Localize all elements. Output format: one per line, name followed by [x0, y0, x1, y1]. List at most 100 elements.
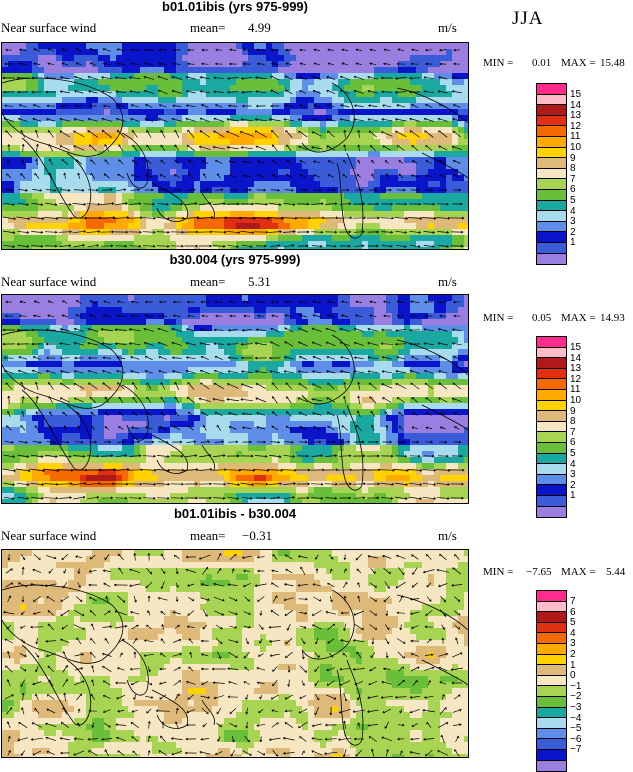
panel-3-variable: Near surface wind — [1, 528, 96, 544]
panel-3-mean-value: −0.31 — [242, 528, 272, 544]
colorbar-swatch — [537, 137, 566, 148]
panel-3-colorbar — [536, 590, 567, 772]
colorbar-swatch — [537, 411, 566, 422]
colorbar-swatch — [537, 686, 566, 697]
panel-3-units: m/s — [438, 528, 457, 544]
colorbar-swatch — [537, 761, 566, 772]
colorbar-tick-label: 15 — [570, 89, 581, 100]
panel-1-max-value: 15.48 — [600, 57, 625, 69]
colorbar-swatch — [537, 729, 566, 740]
colorbar-swatch — [537, 369, 566, 380]
colorbar-tick-label: 10 — [570, 142, 581, 153]
panel-2-mean-value: 5.31 — [248, 274, 271, 290]
colorbar-swatch — [537, 190, 566, 201]
colorbar-tick-label: 5 — [570, 448, 576, 459]
panel-1-min-label: MIN = — [483, 57, 513, 69]
colorbar-swatch — [537, 591, 566, 602]
colorbar-swatch — [537, 95, 566, 106]
colorbar-tick-label: −4 — [570, 713, 581, 724]
colorbar-tick-label: 13 — [570, 110, 581, 121]
panel-1-mean-value: 4.99 — [248, 20, 271, 36]
panel-1-title: b01.01ibis (yrs 975-999) — [150, 0, 320, 14]
colorbar-swatch — [537, 454, 566, 465]
panel-3-max-label: MAX = — [561, 566, 596, 578]
panel-2-min-label: MIN = — [483, 312, 513, 324]
colorbar-swatch — [537, 612, 566, 623]
colorbar-swatch — [537, 443, 566, 454]
colorbar-tick-label: 1 — [570, 237, 576, 248]
panel-3-mean-label: mean= — [190, 528, 225, 544]
colorbar-tick-label: −2 — [570, 691, 581, 702]
colorbar-tick-label: 0 — [570, 670, 576, 681]
panel-1-mean-label: mean= — [190, 20, 225, 36]
colorbar-tick-label: 2 — [570, 227, 576, 238]
colorbar-tick-label: 13 — [570, 363, 581, 374]
panel-2-title: b30.004 (yrs 975-999) — [150, 252, 320, 267]
panel-1-map — [1, 42, 469, 250]
colorbar-swatch — [537, 623, 566, 634]
colorbar-tick-label: 7 — [570, 596, 576, 607]
colorbar-swatch — [537, 739, 566, 750]
colorbar-swatch — [537, 337, 566, 348]
colorbar-tick-label: 14 — [570, 353, 581, 364]
colorbar-tick-label: 4 — [570, 628, 576, 639]
panel-2-map-svg — [2, 295, 468, 503]
colorbar-swatch — [537, 348, 566, 359]
colorbar-swatch — [537, 243, 566, 254]
panel-2-mean-label: mean= — [190, 274, 225, 290]
colorbar-swatch — [537, 750, 566, 761]
colorbar-swatch — [537, 84, 566, 95]
colorbar-tick-label: 7 — [570, 174, 576, 185]
colorbar-tick-label: 8 — [570, 163, 576, 174]
colorbar-swatch — [537, 105, 566, 116]
colorbar-swatch — [537, 633, 566, 644]
colorbar-tick-label: 6 — [570, 184, 576, 195]
colorbar-swatch — [537, 422, 566, 433]
colorbar-swatch — [537, 201, 566, 212]
colorbar-tick-label: 9 — [570, 406, 576, 417]
panel-3-max-value: 5.44 — [606, 566, 625, 578]
colorbar-tick-label: 4 — [570, 206, 576, 217]
panel-2-min-value: 0.05 — [532, 312, 551, 324]
colorbar-tick-label: 12 — [570, 121, 581, 132]
panel-2-map — [1, 294, 469, 504]
colorbar-tick-label: 4 — [570, 459, 576, 470]
panel-3-min-label: MIN = — [483, 566, 513, 578]
colorbar-swatch — [537, 676, 566, 687]
panel-3-min-value: −7.65 — [526, 566, 551, 578]
colorbar-swatch — [537, 148, 566, 159]
colorbar-swatch — [537, 718, 566, 729]
colorbar-tick-label: 11 — [570, 384, 580, 395]
wind-speed-field — [2, 295, 468, 503]
colorbar-swatch — [537, 464, 566, 475]
panel-1-variable: Near surface wind — [1, 20, 96, 36]
colorbar-tick-label: 3 — [570, 638, 576, 649]
colorbar-swatch — [537, 507, 566, 518]
colorbar-swatch — [537, 697, 566, 708]
colorbar-tick-label: 14 — [570, 100, 581, 111]
colorbar-swatch — [537, 390, 566, 401]
panel-3-map — [1, 549, 469, 758]
colorbar-swatch — [537, 655, 566, 666]
colorbar-swatch — [537, 254, 566, 265]
panel-2-variable: Near surface wind — [1, 274, 96, 290]
colorbar-tick-label: 6 — [570, 437, 576, 448]
colorbar-swatch — [537, 432, 566, 443]
colorbar-tick-label: 3 — [570, 216, 576, 227]
colorbar-swatch — [537, 211, 566, 222]
panel-1-min-value: 0.01 — [532, 57, 551, 69]
colorbar-swatch — [537, 665, 566, 676]
colorbar-swatch — [537, 179, 566, 190]
panel-1-units: m/s — [438, 20, 457, 36]
colorbar-swatch — [537, 116, 566, 127]
panel-3-map-svg — [2, 550, 468, 757]
colorbar-swatch — [537, 358, 566, 369]
colorbar-tick-label: 5 — [570, 617, 576, 628]
colorbar-swatch — [537, 169, 566, 180]
panel-1-max-label: MAX = — [561, 57, 596, 69]
colorbar-swatch — [537, 222, 566, 233]
panel-2-max-label: MAX = — [561, 312, 596, 324]
colorbar-tick-label: 3 — [570, 469, 576, 480]
colorbar-tick-label: −1 — [570, 681, 581, 692]
colorbar-tick-label: −7 — [570, 744, 581, 755]
